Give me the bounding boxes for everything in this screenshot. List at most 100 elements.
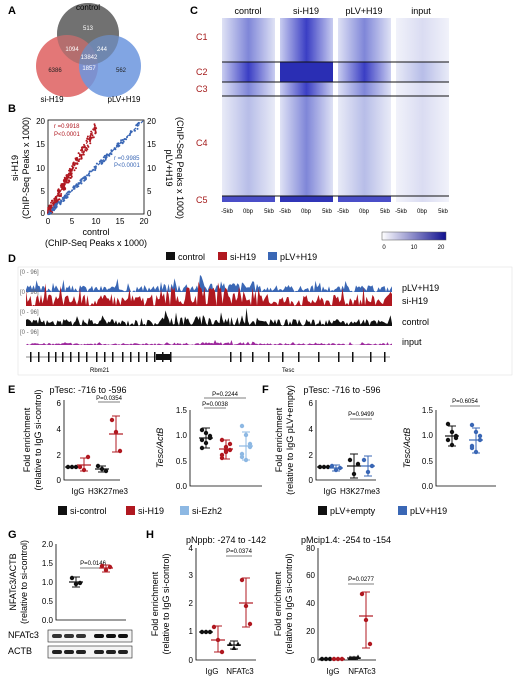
ytick: 2: [57, 451, 62, 460]
ylabel: Fold enrichment: [22, 407, 32, 472]
blot-band: [76, 650, 86, 654]
coverage-track: [26, 281, 392, 306]
panel-c-letter: C: [190, 5, 198, 17]
blot-band: [52, 650, 62, 654]
exon-mark: [230, 352, 232, 362]
scatter-ytick-right: 15: [147, 140, 156, 149]
venn-num-center: 13842: [81, 55, 98, 61]
scatter-point-si: [86, 135, 89, 138]
data-point: [355, 461, 361, 467]
scatter-point-si: [90, 130, 93, 133]
scatter-point-plv: [103, 154, 106, 157]
scatter-point-si: [58, 198, 61, 201]
ytick: 60: [306, 571, 315, 580]
heatmap-col-label: control: [234, 6, 261, 16]
ytick: 0: [57, 476, 62, 485]
data-point: [445, 421, 451, 427]
data-point: [469, 445, 475, 451]
exon-mark: [62, 352, 64, 362]
data-point: [247, 441, 253, 447]
panel-b-letter: B: [8, 103, 16, 115]
data-point: [85, 454, 91, 460]
blot-band: [76, 634, 86, 638]
chart-h2: 80 60 40 20 0 IgG NFATc3 Fold enrichment…: [273, 544, 376, 676]
exon-mark: [55, 352, 57, 362]
track-legend: control si-H19 pLV+H19: [166, 252, 317, 262]
venn-plv-circle: [79, 35, 141, 97]
data-point: [477, 433, 483, 439]
heatmap-xtick: -5kb: [221, 209, 233, 215]
scatter-xlabel: control: [82, 227, 109, 237]
blot-band: [64, 650, 74, 654]
scatter-point-si: [60, 193, 63, 195]
scatter-ytick-right: 20: [147, 117, 156, 126]
scatter-ylabel-right: pLV+H19: [164, 149, 174, 186]
scatter-point-si: [77, 160, 80, 163]
scatter-p-si: P<0.0001: [54, 132, 81, 138]
xcat: IgG: [327, 667, 340, 676]
scatter-ytick-right: 5: [147, 187, 152, 196]
western-blot: NFATc3 ACTB: [8, 629, 133, 659]
scatter-ytick-left: 0: [41, 209, 46, 218]
scatter-point-plv: [128, 134, 131, 137]
scatter-point-plv: [88, 170, 91, 173]
scatter-point-plv: [94, 169, 97, 172]
venn-num-si-plv: 1857: [82, 66, 96, 72]
legend-label: si-control: [70, 506, 107, 516]
cluster-label: C1: [196, 32, 208, 42]
ylabel-2: (relative to IgG pLV+empty): [285, 385, 295, 495]
scatter-point-plv: [110, 150, 113, 153]
data-point: [367, 641, 373, 647]
coverage-track: [26, 339, 392, 345]
heatmap-xtick: 5kb: [380, 209, 390, 215]
venn-diagram: control 513 1094 244 13842 6386 1857 562…: [36, 3, 141, 104]
blot-band: [118, 650, 128, 654]
heatmap-col-plv: [338, 18, 391, 202]
scatter-point-plv: [80, 178, 83, 181]
legend-label: si-H19: [138, 506, 164, 516]
scatter-point-si: [58, 195, 61, 198]
chart-f1: 6 4 2 0 IgG H3K27me3 Fold enrichment (re…: [274, 385, 381, 496]
scatter-point-plv: [71, 189, 74, 192]
exon-mark: [48, 352, 50, 362]
legend-label: pLV+empty: [330, 506, 376, 516]
data-point: [227, 441, 233, 447]
ytick: 2.0: [42, 540, 54, 549]
ytick: 0: [309, 476, 314, 485]
scatter-xtick: 20: [140, 217, 149, 226]
scatter-ytick-right: 0: [147, 209, 152, 218]
exon-mark: [252, 352, 254, 362]
track-label: pLV+H19: [402, 283, 439, 293]
scatter-point-si: [69, 176, 72, 179]
exon-mark: [282, 352, 284, 362]
xcat: H3K27me3: [88, 487, 129, 496]
scatter-point-si: [50, 201, 52, 204]
scatter-point-plv: [63, 195, 66, 198]
data-point: [359, 591, 365, 597]
venn-num-si: 6386: [48, 68, 62, 74]
exon-mark: [384, 352, 386, 362]
scatter-point-plv: [110, 153, 113, 156]
legend-swatch-plv: [268, 252, 277, 260]
ytick: 6: [309, 399, 314, 408]
panel-h-letter: H: [146, 529, 154, 541]
scatter-point-si: [75, 167, 77, 170]
cluster-label: C4: [196, 138, 208, 148]
blot-band: [94, 650, 104, 654]
scatter-point-plv: [135, 124, 138, 127]
scatter-point-plv: [66, 191, 69, 194]
ytick: 2: [309, 451, 314, 460]
scatter-point-plv: [118, 144, 121, 147]
scatter-point-plv: [77, 182, 80, 185]
scatter-point-plv: [120, 139, 123, 142]
scatter-point-si: [86, 144, 89, 147]
track-frame: [17, 266, 513, 376]
ylabel: Fold enrichment: [273, 571, 283, 636]
exon-mark: [170, 352, 172, 362]
data-point: [239, 423, 245, 429]
pvalue: P=0.0354: [96, 396, 123, 402]
heatmap-col-si: [280, 18, 333, 202]
ytick: 0.5: [42, 597, 54, 606]
ytick: 1: [189, 627, 194, 636]
